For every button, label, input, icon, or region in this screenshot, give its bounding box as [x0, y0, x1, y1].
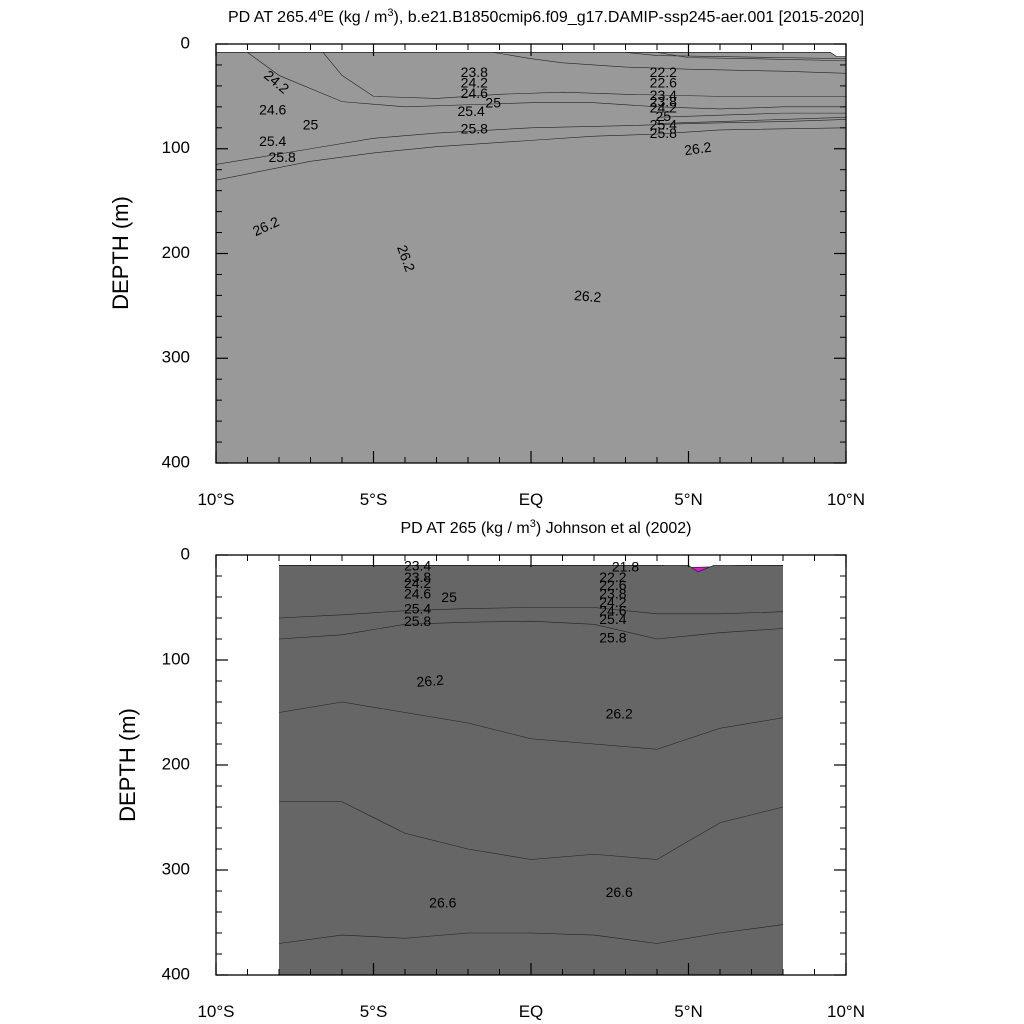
chart-title: PD AT 265.4oE (kg / m3), b.e21.B1850cmip…: [228, 7, 864, 26]
contour-label: 25.4: [404, 600, 431, 616]
x-tick-label: EQ: [519, 1002, 544, 1021]
panel-1: 24.224.62525.425.826.226.226.226.223.824…: [108, 7, 865, 509]
contour-label: 25: [656, 108, 672, 124]
contour-label: 24.6: [259, 102, 286, 118]
contour-line: [279, 801, 783, 860]
contour-line: [656, 117, 846, 124]
contour-label: 25: [441, 589, 457, 605]
contour-label: 24.2: [650, 100, 677, 116]
contour-line: [493, 52, 846, 74]
contour-label: 24.2: [461, 75, 488, 91]
x-tick-label: 5°N: [674, 490, 703, 509]
x-tick-label: 10°S: [197, 1002, 234, 1021]
contour-label: 25.8: [404, 613, 431, 629]
contour-label: 23.8: [650, 93, 677, 109]
contour-label: 25.4: [599, 611, 626, 627]
y-tick-label: 200: [162, 754, 190, 773]
contour-label: 23.8: [599, 586, 626, 602]
contour-line: [279, 565, 783, 573]
y-tick-label: 100: [162, 649, 190, 668]
y-tick-label: 400: [162, 452, 190, 471]
contour-label: 24.6: [461, 85, 488, 101]
contour-label: 26.2: [683, 139, 712, 159]
contour-label: 25.4: [259, 133, 286, 149]
y-tick-label: 100: [162, 138, 190, 157]
contour-label: 24.2: [404, 575, 431, 591]
contour-label: 21.8: [612, 558, 639, 574]
contour-label: 23.4: [404, 557, 431, 573]
contour-label: 24.6: [599, 602, 626, 618]
y-tick-label: 0: [181, 33, 190, 52]
y-tick-label: 200: [162, 243, 190, 262]
y-axis-label: DEPTH (m): [115, 708, 140, 822]
contour-label: 23.8: [404, 569, 431, 585]
contour-band: [279, 565, 783, 975]
contour-line: [216, 127, 846, 181]
x-tick-label: 5°N: [674, 1002, 703, 1021]
contour-label: 22.6: [650, 75, 677, 91]
contour-label: 23.4: [650, 87, 677, 103]
chart-title: PD AT 265 (kg / m3) Johnson et al (2002): [400, 518, 691, 537]
y-axis-label: DEPTH (m): [108, 196, 133, 310]
contour-label: 24.6: [404, 586, 431, 602]
y-tick-label: 300: [162, 348, 190, 367]
y-tick-label: 400: [162, 964, 190, 983]
x-tick-label: 10°N: [827, 490, 865, 509]
contour-line: [625, 52, 846, 59]
contour-line: [279, 620, 783, 640]
contour-label: 22.6: [599, 577, 626, 593]
x-tick-label: 10°N: [827, 1002, 865, 1021]
contour-label: 22.2: [599, 569, 626, 585]
x-tick-label: 10°S: [197, 490, 234, 509]
contour-label: 26.6: [429, 894, 456, 910]
contour-line: [247, 52, 846, 110]
contour-label: 25: [303, 116, 319, 132]
contour-line: [279, 924, 783, 944]
contour-band: [216, 52, 846, 463]
contour-label: 25.8: [599, 630, 626, 646]
contour-line: [216, 119, 846, 165]
contour-line: [216, 52, 846, 57]
contour-label: 24.2: [599, 594, 626, 610]
panel-2: 23.423.824.224.6 2525.425.826.226.226.626…: [115, 518, 865, 1021]
x-tick-label: 5°S: [360, 490, 388, 509]
x-tick-label: 5°S: [360, 1002, 388, 1021]
y-tick-label: 0: [181, 544, 190, 563]
contour-label: 25.8: [650, 125, 677, 141]
contour-label: 25: [485, 94, 501, 110]
contour-label: 26.6: [606, 884, 633, 900]
contour-label: 25.4: [650, 116, 677, 132]
contour-line: [279, 607, 783, 619]
contour-label: 25.4: [458, 103, 485, 119]
contour-label: 23.8: [461, 64, 488, 80]
contour-label: 26.2: [574, 287, 603, 305]
contour-label: 26.2: [416, 672, 445, 690]
contour-label: 26.2: [606, 705, 633, 721]
contour-fill-group: [279, 565, 783, 975]
y-tick-label: 300: [162, 859, 190, 878]
contour-label: 25.8: [269, 149, 296, 165]
contour-fill-group: [216, 52, 846, 463]
contour-label: 22.2: [650, 64, 677, 80]
contour-line: [656, 112, 846, 118]
contour-line: [279, 701, 783, 750]
x-tick-label: EQ: [519, 490, 544, 509]
contour-label: 25.8: [461, 121, 488, 137]
contour-line: [656, 52, 846, 62]
contour-line: [322, 52, 846, 99]
